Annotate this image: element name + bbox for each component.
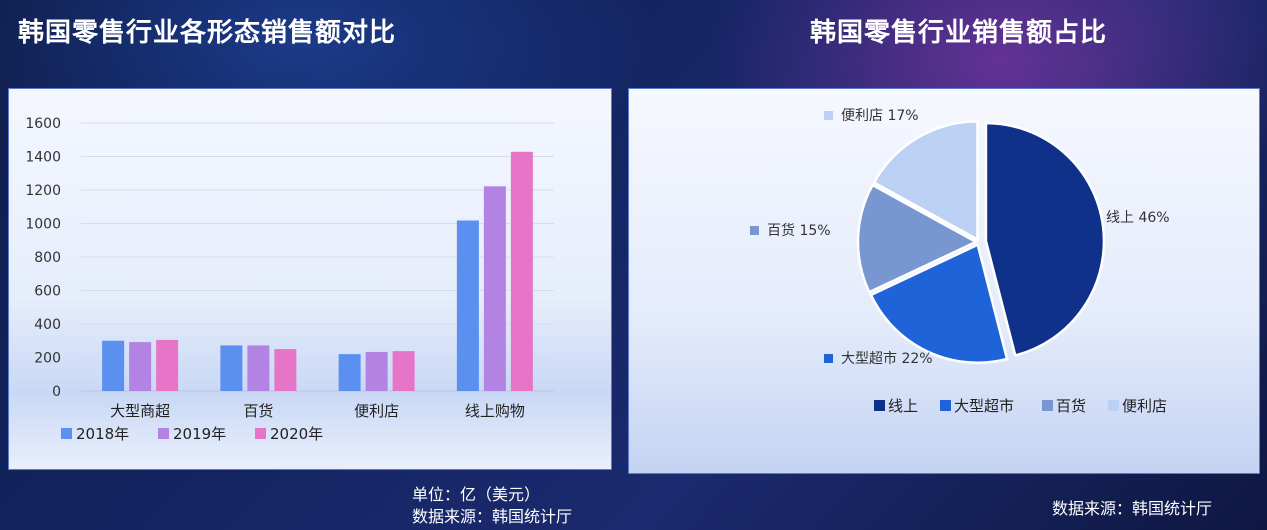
data-label-swatch — [824, 354, 833, 363]
legend-label: 大型超市 — [954, 397, 1014, 415]
legend-swatch — [940, 400, 951, 411]
data-label-swatch — [824, 111, 833, 120]
legend-swatch — [1108, 400, 1119, 411]
pie-slice-大型超市 — [869, 242, 1009, 364]
y-tick-label: 600 — [34, 284, 61, 300]
bar-2018年-百货 — [220, 345, 243, 391]
y-tick-label: 400 — [34, 317, 61, 333]
legend-label: 2020年 — [270, 425, 323, 443]
legend-label: 百货 — [1056, 397, 1086, 415]
pie-slice-百货 — [856, 183, 979, 294]
pie-chart-panel: 线上 46% 大型超市 22% 百货 15% 便利店 17% 线上 大型超市 百货 便利店 — [628, 88, 1260, 474]
x-tick-label: 便利店 — [354, 402, 399, 420]
y-tick-label: 1200 — [25, 183, 61, 199]
pie-data-label: 百货 15% — [767, 222, 831, 239]
bar-2020年-大型商超 — [156, 339, 179, 391]
bar-2019年-线上购物 — [483, 186, 506, 391]
pie-data-label: 便利店 17% — [841, 108, 919, 124]
pie-chart-title: 韩国零售行业销售额占比 — [810, 18, 1108, 48]
data-label-swatch — [750, 226, 759, 235]
legend-swatch — [158, 428, 169, 439]
bar-2020年-便利店 — [392, 351, 415, 391]
bar-2019年-大型商超 — [129, 342, 152, 391]
y-tick-label: 200 — [34, 351, 61, 367]
pie-chart: 线上 46% 大型超市 22% 百货 15% 便利店 17% 线上 大型超市 百货 便利店 — [750, 108, 1170, 415]
bar-chart-title: 韩国零售行业各形态销售额对比 — [18, 18, 397, 48]
bar-2018年-线上购物 — [456, 220, 479, 391]
pie-data-label: 线上 46% — [1106, 210, 1170, 226]
pie-slice-线上 — [984, 121, 1106, 357]
legend-label: 2018年 — [76, 425, 129, 443]
bar-2019年-百货 — [247, 345, 270, 391]
y-tick-label: 0 — [52, 384, 61, 400]
bar-2020年-百货 — [274, 349, 297, 391]
bar-chart: 0 200 400 600 800 1000 1200 1400 1600 大型商超 百货 便利店 线上… — [25, 116, 554, 443]
bar-chart-footnote: 单位：亿（美元） 数据来源：韩国统计厅 — [412, 484, 572, 528]
unit-note: 单位：亿（美元） — [412, 485, 541, 504]
y-tick-label: 1000 — [25, 217, 61, 233]
y-tick-label: 800 — [34, 250, 61, 266]
legend-swatch — [255, 428, 266, 439]
y-tick-label: 1600 — [25, 116, 61, 132]
bar-2020年-线上购物 — [510, 151, 533, 391]
x-tick-label: 大型商超 — [110, 402, 170, 420]
data-label-swatch — [1089, 213, 1098, 222]
bar-chart-panel: 0 200 400 600 800 1000 1200 1400 1600 大型商超 百货 便利店 线上… — [8, 88, 612, 470]
legend-label: 便利店 — [1122, 397, 1167, 415]
y-tick-label: 1400 — [25, 150, 61, 166]
legend-swatch — [874, 400, 885, 411]
bar-2019年-便利店 — [365, 351, 388, 391]
source-note: 数据来源：韩国统计厅 — [1052, 499, 1213, 518]
legend-label: 2019年 — [173, 425, 226, 443]
x-tick-label: 线上购物 — [465, 402, 525, 420]
bar-2018年-大型商超 — [102, 340, 125, 391]
bar-2018年-便利店 — [338, 354, 361, 391]
legend-swatch — [61, 428, 72, 439]
x-tick-label: 百货 — [243, 402, 273, 420]
pie-slice-便利店 — [872, 120, 979, 242]
legend-label: 线上 — [888, 397, 918, 415]
pie-data-label: 大型超市 22% — [841, 350, 933, 367]
legend-swatch — [1042, 400, 1053, 411]
pie-chart-footnote: 数据来源：韩国统计厅 — [1052, 498, 1212, 520]
source-note: 数据来源：韩国统计厅 — [412, 507, 573, 526]
